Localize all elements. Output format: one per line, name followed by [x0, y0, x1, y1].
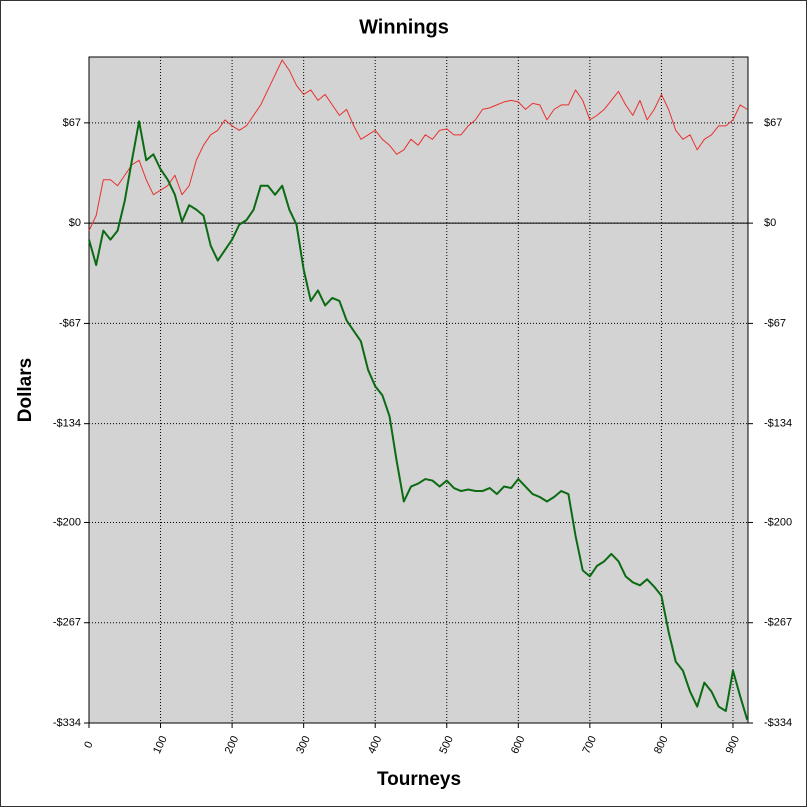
y2-tick-label: -$267 [764, 617, 792, 629]
y2-tick-label: -$200 [764, 516, 792, 528]
y-tick-label: -$134 [53, 418, 81, 430]
y-tick-label: $0 [69, 217, 81, 229]
series-line [88, 120, 749, 721]
y-tick-label: -$200 [53, 516, 81, 528]
y-tick-label: $67 [63, 117, 81, 129]
y2-tick-label: $67 [764, 117, 782, 129]
y2-tick-label: -$134 [764, 418, 792, 430]
series-line [88, 59, 748, 231]
y2-tick-label: -$334 [764, 717, 792, 729]
y-tick-label: -$334 [53, 717, 81, 729]
y2-tick-label: -$67 [764, 317, 786, 329]
y2-tick-label: $0 [764, 217, 776, 229]
x-axis-label: Tourneys [377, 769, 461, 790]
y-axis-label: Dollars [15, 358, 36, 422]
plot-area [88, 56, 749, 724]
x-tick-label: 0 [82, 740, 95, 751]
y-tick-label: -$267 [53, 617, 81, 629]
y-tick-label: -$67 [59, 317, 81, 329]
chart-title: Winnings [359, 16, 449, 38]
